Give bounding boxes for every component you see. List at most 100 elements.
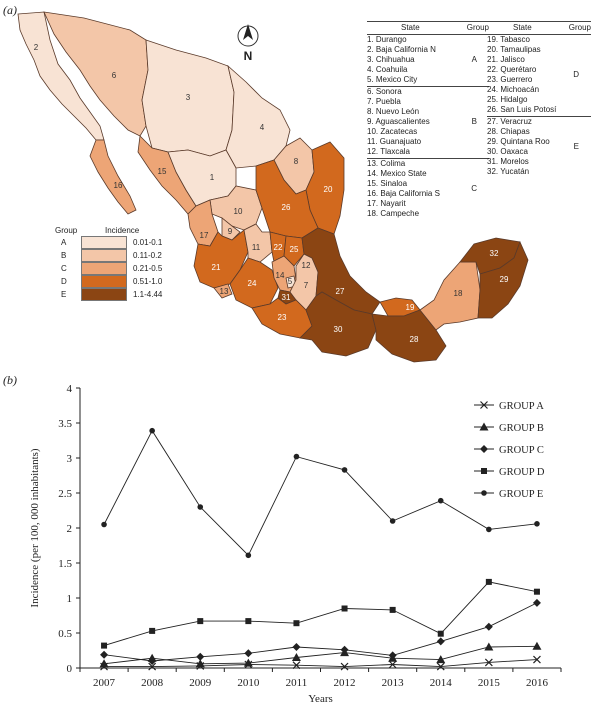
table-right-state-header: State	[513, 23, 532, 32]
legend-marker	[480, 401, 488, 409]
legend-group: A	[61, 238, 67, 247]
x-tick-label: 2007	[93, 677, 116, 689]
table-left-state-header: State	[401, 23, 420, 32]
data-point	[293, 453, 300, 460]
state-label-12: 12	[302, 261, 311, 270]
data-point	[292, 661, 301, 670]
data-point	[245, 552, 252, 559]
state-label-28: 28	[410, 335, 419, 344]
legend-range: 0.51-1.0	[133, 277, 163, 286]
legend-incidence-header: Incidence	[105, 225, 140, 235]
table-row: 24. Michoacán	[487, 85, 540, 94]
data-point	[341, 467, 348, 473]
table-row: 14. Mexico State	[367, 169, 427, 178]
data-point	[245, 618, 252, 625]
state-28	[371, 309, 447, 363]
table-row: 21. Jalisco	[487, 55, 525, 64]
data-point	[293, 620, 300, 627]
legend-entry: GROUP C	[474, 445, 544, 456]
table-left-group-header: Group	[466, 23, 489, 32]
state-29	[477, 240, 529, 319]
data-point	[532, 598, 541, 607]
legend-group: D	[61, 277, 67, 286]
y-tick-label: 0.5	[58, 628, 72, 640]
table-row: 29. Quintana Roo	[487, 137, 550, 146]
state-16	[89, 139, 137, 215]
table-row: 32. Yucatán	[487, 167, 530, 176]
data-point	[101, 521, 107, 528]
data-point	[148, 662, 157, 671]
y-tick-label: 1	[67, 593, 73, 605]
data-point	[484, 622, 493, 631]
table-row: 17. Nayarit	[367, 199, 406, 208]
chart-series	[99, 427, 542, 671]
legend-row-a: A 0.01-0.1	[55, 236, 162, 249]
state-30	[299, 291, 377, 357]
state-label-24: 24	[248, 279, 257, 288]
legend-marker	[480, 445, 488, 453]
legend-group: C	[61, 264, 67, 273]
legend-entry: GROUP D	[474, 467, 545, 478]
x-tick-label: 2014	[430, 677, 453, 689]
table-group-label: C	[471, 184, 477, 193]
table-row: 28. Chiapas	[487, 127, 530, 136]
table-section-c: 13. Colima 14. Mexico State 15. Sinaloa 16.…	[367, 158, 489, 219]
data-point	[486, 526, 492, 533]
table-group-label: B	[471, 117, 477, 126]
state-label-21: 21	[212, 263, 221, 272]
data-point	[148, 657, 157, 665]
legend-group-header: Group	[55, 225, 78, 235]
data-point	[389, 518, 396, 524]
state-label-15: 15	[158, 167, 167, 176]
state-label-32: 32	[490, 249, 499, 258]
state-label-26: 26	[282, 203, 291, 212]
table-row: 18. Campeche	[367, 209, 420, 218]
x-tick-label: 2012	[334, 677, 356, 689]
table-row: 1. Durango	[367, 35, 407, 44]
data-point	[197, 504, 204, 510]
legend-row-b: B 0.11-0.2	[55, 249, 162, 262]
table-row: 6. Sonora	[367, 87, 402, 96]
table-section-e: 27. Veracruz 28. Chiapas 29. Quintana Roo 3…	[487, 116, 591, 177]
table-section-b: 6. Sonora 7. Puebla 8. Nuevo León 9. Aguasc…	[367, 86, 489, 157]
table-row: 27. Veracruz	[487, 117, 532, 126]
data-point	[388, 660, 397, 669]
table-row: 30. Oaxaca	[487, 147, 528, 156]
data-point	[485, 578, 492, 585]
series-group-d	[101, 578, 540, 649]
series-line	[103, 429, 538, 557]
chart-axes: 0 0.5 1 1.5 2 2.5 3 3.5 4 2007 2008 2009 2010 2011 201…	[58, 383, 562, 689]
state-label-1: 1	[210, 173, 215, 182]
y-axis-title: Incidence (per 100, 000 inhabitants)	[29, 448, 41, 607]
legend-row-e: E 1.1-4.44	[55, 288, 162, 301]
series-line	[104, 659, 537, 668]
y-tick-label: 1.5	[58, 558, 72, 570]
state-label-31: 31	[282, 293, 291, 302]
legend-swatch	[81, 236, 127, 249]
state-label-23: 23	[278, 313, 287, 322]
legend-swatch	[81, 262, 127, 275]
x-tick-label: 2008	[141, 677, 164, 689]
legend-range: 0.21-0.5	[133, 264, 163, 273]
x-tick-label: 2010	[237, 677, 260, 689]
data-point	[436, 637, 445, 646]
legend-entry: GROUP E	[474, 489, 543, 500]
table-group-label: D	[573, 70, 579, 79]
table-row: 31. Morelos	[487, 157, 529, 166]
table-row: 13. Colima	[367, 159, 406, 168]
mexico-map: 1 2 3 4 5 6 7 8 9 10 11 12 13 14 15 16 1…	[17, 11, 529, 363]
state-label-30: 30	[334, 325, 343, 334]
data-point	[292, 643, 301, 651]
state-number-labels: 1 2 3 4 5 6 7 8 9 10 11 12 13 14 15 16 1…	[34, 43, 509, 344]
state-label-22: 22	[274, 243, 283, 252]
state-label-16: 16	[114, 181, 123, 190]
north-label: N	[244, 49, 253, 62]
state-25	[283, 235, 305, 267]
state-label-3: 3	[186, 93, 191, 102]
y-tick-label: 3.5	[58, 418, 72, 430]
legend-label: GROUP C	[499, 445, 544, 456]
state-6	[43, 11, 149, 137]
series-group-b	[99, 641, 542, 668]
legend-row-c: C 0.21-0.5	[55, 262, 162, 275]
state-table-left: State Group 1. Durango 2. Baja California…	[367, 21, 489, 219]
